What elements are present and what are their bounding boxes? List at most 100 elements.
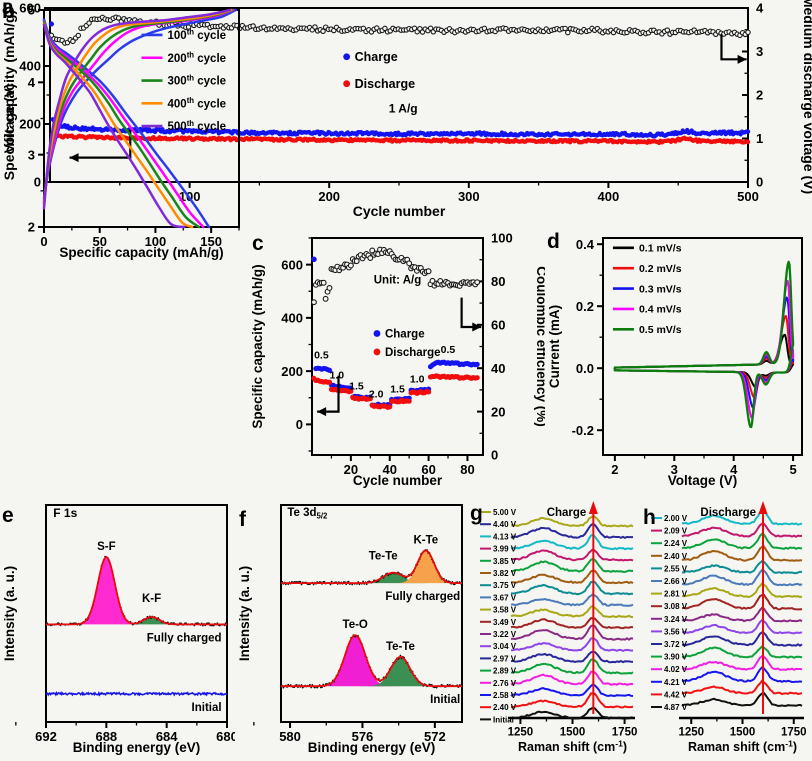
svg-text:1.5: 1.5 [390,384,405,396]
svg-text:3.90 V: 3.90 V [664,653,688,662]
svg-text:0.5: 0.5 [314,349,329,361]
svg-text:500th cycle: 500th cycle [168,119,227,133]
legend-b: 100th cycle 200th cycle 300th cycle 400th c… [141,28,227,133]
raman-curve [681,618,803,635]
svg-text:1750: 1750 [781,727,807,739]
panel-f-xps-te3d: f 580 576 572 Binding energy (eV) Intensity … [235,490,470,761]
svg-text:0.5: 0.5 [441,344,456,356]
svg-text:Binding energy (eV): Binding energy (eV) [73,740,201,755]
raman-curve [681,593,803,611]
svg-text:3.82 V: 3.82 V [493,569,517,578]
svg-text:3: 3 [756,44,763,59]
panel-letter-f: f [239,508,246,531]
svg-text:Specific capacity (mAh/g): Specific capacity (mAh/g) [1,10,17,180]
spectrum-initial: Te-O Te-Te Initial [280,619,463,706]
panel-b-voltage-profiles: b 0 50 100 150 Specific capacity (mAh/g) 2 3 4 5… [0,0,248,262]
raman-curve [681,582,803,599]
svg-text:Medium discharge voltage (V): Medium discharge voltage (V) [801,0,812,194]
raman-curve [681,568,803,587]
svg-text:100: 100 [491,231,513,246]
svg-text:3: 3 [28,147,35,162]
svg-text:1.0: 1.0 [329,370,344,382]
raman-curve [510,637,634,653]
series-first-cycle-charge [311,256,317,263]
svg-text:0: 0 [756,175,763,190]
svg-text:300th cycle: 300th cycle [168,73,227,87]
panel-a-cycling: a 100 200 300 400 500 Cycle number 0 200 400 600 S… [0,0,812,228]
svg-text:3: 3 [671,462,678,477]
svg-text:Initial: Initial [430,694,460,706]
svg-text:3.22 V: 3.22 V [493,630,517,639]
raman-curve [681,545,803,562]
svg-text:20: 20 [344,462,358,477]
svg-text:3.67 V: 3.67 V [493,593,517,602]
raman-curve [510,683,634,698]
svg-text:4.13 V: 4.13 V [493,532,517,541]
svg-text:1.5: 1.5 [349,381,364,393]
svg-text:100th cycle: 100th cycle [168,28,227,42]
svg-text:Discharge: Discharge [355,77,415,91]
svg-text:0.4 mV/s: 0.4 mV/s [639,304,682,316]
svg-text:Coulombic efficiency (%): Coulombic efficiency (%) [534,266,545,427]
series-discharge-capacity [311,373,480,410]
svg-text:80: 80 [491,274,505,289]
arrow-head [588,501,598,514]
raman-curve [681,532,803,550]
svg-text:600: 600 [19,1,41,16]
series-cycle500-discharge [42,23,186,229]
raman-curve [510,533,634,551]
svg-text:Specific capacity (mAh/g): Specific capacity (mAh/g) [250,264,265,428]
svg-text:688: 688 [95,729,117,744]
svg-text:4: 4 [28,75,36,90]
svg-text:2.40 V: 2.40 V [664,552,688,561]
svg-text:0.2: 0.2 [576,299,594,314]
series-discharge-capacity [50,132,751,146]
svg-text:2: 2 [756,88,763,103]
svg-text:2.00 V: 2.00 V [664,514,688,523]
svg-text:1: 1 [756,131,763,146]
svg-text:4.42 V: 4.42 V [664,690,688,699]
svg-text:4.21 V: 4.21 V [664,678,688,687]
svg-text:4: 4 [730,462,738,477]
raman-curve [681,510,803,526]
svg-text:572: 572 [424,729,446,744]
svg-text:692: 692 [35,729,57,744]
svg-text:0: 0 [40,234,47,249]
svg-text:684: 684 [156,729,178,744]
panel-letter-c: c [252,232,264,255]
svg-text:2: 2 [611,462,618,477]
spectrum-fully-charged: Te-Te K-Te Fully charged [280,535,467,603]
svg-text:0.4: 0.4 [576,237,595,252]
svg-text:2.58 V: 2.58 V [493,691,517,700]
svg-text:150: 150 [200,234,222,249]
panel-h-raman-discharge: h 1250 1500 1750 Raman shift (cm-1) 2.00 V 2.… [641,490,812,761]
svg-text:-0.2: -0.2 [572,423,594,438]
svg-text:Fully charged: Fully charged [147,632,222,644]
svg-text:20: 20 [491,404,505,419]
svg-text:Initial: Initial [493,715,514,724]
svg-text:3.85 V: 3.85 V [493,557,517,566]
svg-text:Raman shift (cm-1): Raman shift (cm-1) [688,738,797,754]
raman-curve [510,593,634,607]
svg-text:0.3 mV/s: 0.3 mV/s [639,283,682,295]
svg-text:0.0: 0.0 [576,361,594,376]
svg-text:580: 580 [279,729,301,744]
panel-letter-d: d [547,230,560,253]
svg-text:3.99 V: 3.99 V [493,545,517,554]
raman-curve [681,631,803,647]
svg-text:Raman shift (cm-1): Raman shift (cm-1) [518,738,627,754]
svg-text:Cycle number: Cycle number [353,473,443,488]
axes-d: 2 3 4 5 Voltage (V) -0.2 0.0 0.2 0.4 Current (mA) [547,237,803,488]
svg-text:1500: 1500 [730,727,756,739]
raman-curve [681,666,803,683]
svg-text:Voltage (V): Voltage (V) [2,84,17,154]
